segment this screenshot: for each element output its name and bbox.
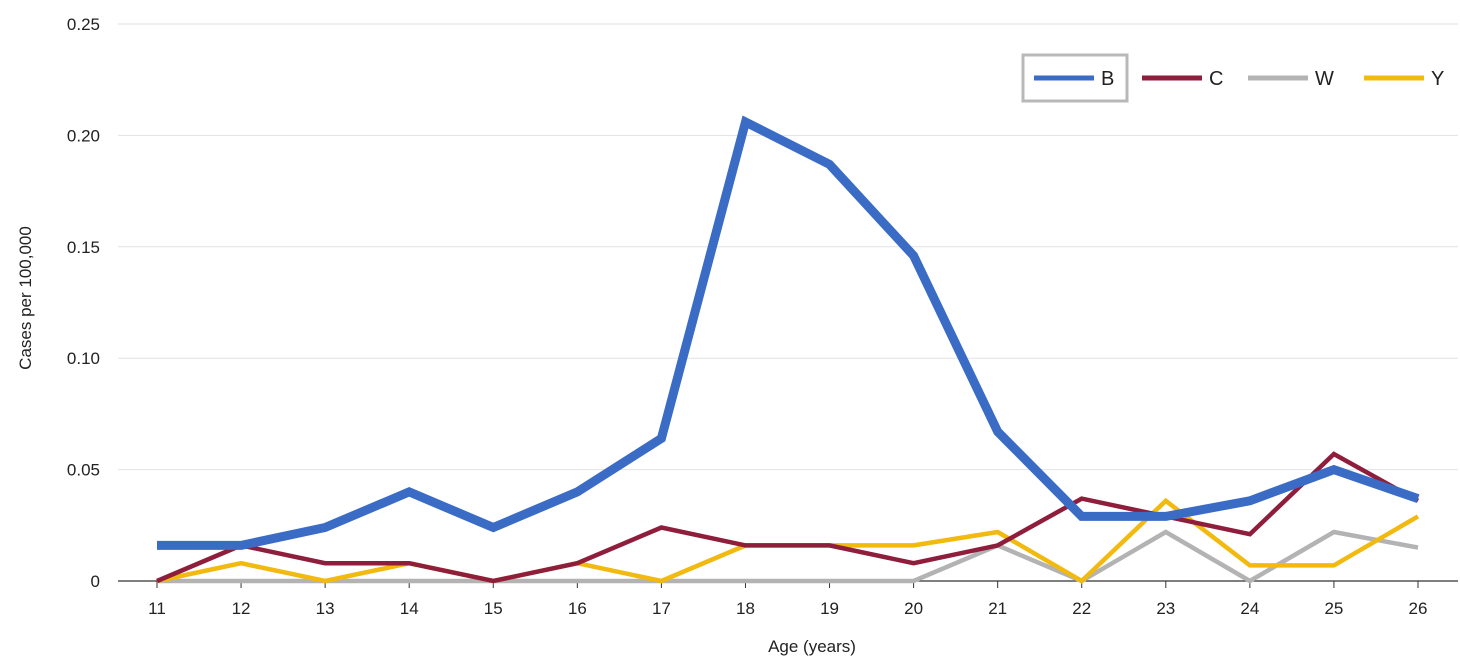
- y-tick-label: 0: [91, 572, 100, 591]
- x-tick-label: 12: [232, 599, 251, 618]
- x-tick-label: 14: [400, 599, 419, 618]
- series-line-b: [157, 115, 1420, 550]
- y-tick-label: 0.15: [67, 238, 100, 257]
- y-tick-label: 0.25: [67, 15, 100, 34]
- legend-label-w: W: [1315, 68, 1334, 90]
- x-tick-label: 22: [1072, 599, 1091, 618]
- x-tick-label: 24: [1240, 599, 1259, 618]
- x-tick-label: 16: [568, 599, 587, 618]
- x-tick-label: 26: [1409, 599, 1428, 618]
- x-tick-label: 19: [820, 599, 839, 618]
- series-line-w: [157, 529, 1419, 584]
- y-tick-label: 0.10: [67, 349, 100, 368]
- x-tick-label: 11: [148, 599, 166, 618]
- x-tick-label: 23: [1156, 599, 1175, 618]
- legend-label-b: B: [1101, 68, 1114, 90]
- x-axis-ticks: 11 12 13 14 15 16 17 18 19 20 21 22 23 24 25 26: [148, 581, 1427, 618]
- x-tick-label: 25: [1324, 599, 1343, 618]
- legend-highlight-box: [1021, 53, 1129, 103]
- y-axis-ticks: 0 0.05 0.10 0.15 0.20 0.25: [67, 15, 100, 591]
- legend-label-y: Y: [1431, 68, 1444, 90]
- y-axis-title: Cases per 100,000: [16, 226, 35, 370]
- x-tick-label: 13: [316, 599, 335, 618]
- gridlines: [118, 23, 1458, 582]
- y-tick-label: 0.05: [67, 461, 100, 480]
- series-lines: [156, 115, 1420, 584]
- x-tick-label: 21: [988, 599, 1007, 618]
- x-tick-label: 17: [652, 599, 671, 618]
- x-axis-title: Age (years): [768, 637, 856, 656]
- legend-label-c: C: [1209, 68, 1223, 90]
- y-tick-label: 0.20: [67, 126, 100, 145]
- x-tick-label: 18: [736, 599, 755, 618]
- series-line-c: [156, 451, 1420, 584]
- x-tick-label: 15: [484, 599, 503, 618]
- x-tick-label: 20: [904, 599, 923, 618]
